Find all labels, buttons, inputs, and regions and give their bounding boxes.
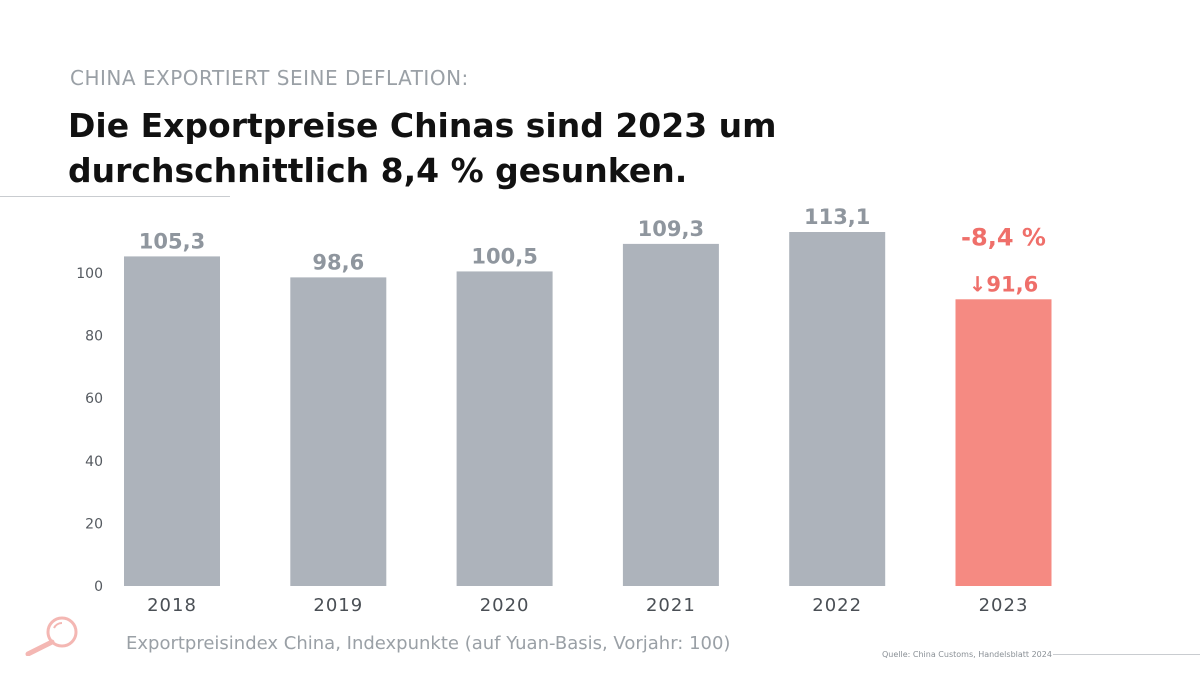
y-tick-label: 60	[85, 391, 103, 407]
y-tick-label: 100	[76, 266, 103, 282]
divider-top	[0, 196, 230, 197]
bar-2019	[290, 277, 387, 586]
x-tick-label: 2020	[480, 595, 530, 616]
x-tick-label: 2023	[979, 595, 1029, 616]
data-label: 100,5	[471, 244, 537, 268]
bar-2020	[456, 271, 553, 586]
bar-2021	[622, 243, 719, 587]
data-label: 113,1	[804, 205, 870, 229]
y-tick-label: 80	[85, 329, 103, 345]
x-tick-label: 2021	[646, 595, 696, 616]
divider-bottom	[1053, 654, 1200, 655]
chart-headline: Die Exportpreise Chinas sind 2023 um dur…	[68, 106, 777, 190]
x-tick-label: 2019	[313, 595, 363, 616]
chart-kicker: CHINA EXPORTIERT SEINE DEFLATION:	[70, 66, 469, 90]
magnifier-icon	[20, 612, 86, 660]
x-tick-label: 2018	[147, 595, 197, 616]
bar-2022	[789, 231, 886, 586]
y-tick-label: 40	[85, 454, 103, 470]
y-tick-label: 0	[94, 579, 103, 595]
bar-2018	[124, 256, 220, 586]
chart-caption: Exportpreisindex China, Indexpunkte (auf…	[126, 633, 731, 654]
data-label: 98,6	[312, 250, 364, 274]
data-label: ↓91,6	[969, 272, 1038, 296]
change-label: -8,4 %	[961, 223, 1046, 251]
x-tick-label: 2022	[812, 595, 862, 616]
data-label: 105,3	[139, 229, 205, 253]
source-note: Quelle: China Customs, Handelsblatt 2024	[882, 650, 1052, 659]
bar-2023	[955, 299, 1052, 586]
y-tick-label: 20	[85, 516, 103, 532]
data-label: 109,3	[638, 217, 704, 241]
